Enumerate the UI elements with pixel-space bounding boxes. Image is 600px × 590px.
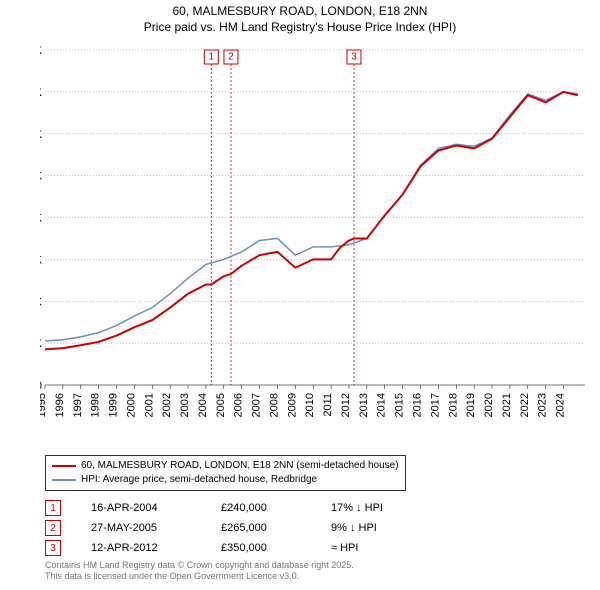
- event-row: 3 12-APR-2012£350,000≈ HPI: [45, 538, 431, 558]
- x-tick-label: 2014: [376, 393, 388, 417]
- x-tick-label: 2009: [286, 393, 298, 417]
- event-marker-label: 2: [228, 52, 234, 63]
- x-tick-label: 1997: [72, 393, 84, 417]
- x-tick-label: 2005: [215, 393, 227, 417]
- x-tick-label: 2020: [483, 393, 495, 417]
- attribution-line-1: Contains HM Land Registry data © Crown c…: [45, 560, 354, 571]
- x-tick-label: 2024: [555, 393, 567, 417]
- x-tick-label: 2023: [537, 393, 549, 417]
- x-tick-label: 1998: [90, 393, 102, 417]
- title-line-2: Price paid vs. HM Land Registry's House …: [0, 20, 600, 36]
- y-tick-label: £100K: [40, 338, 43, 350]
- attribution: Contains HM Land Registry data © Crown c…: [45, 560, 354, 583]
- x-tick-label: 1996: [54, 393, 66, 417]
- event-number: 2: [45, 520, 61, 536]
- event-marker-label: 3: [351, 52, 357, 63]
- event-diff: 9% ↓ HPI: [331, 522, 431, 534]
- x-tick-label: 2002: [161, 393, 173, 417]
- y-tick-label: £800K: [40, 45, 43, 57]
- event-price: £265,000: [221, 522, 331, 534]
- legend-swatch: [52, 479, 76, 481]
- chart-container: 60, MALMESBURY ROAD, LONDON, E18 2NN Pri…: [0, 0, 600, 590]
- x-tick-label: 2003: [179, 393, 191, 417]
- x-tick-label: 2012: [340, 393, 352, 417]
- title-block: 60, MALMESBURY ROAD, LONDON, E18 2NN Pri…: [0, 0, 600, 35]
- y-tick-label: £300K: [40, 254, 43, 266]
- title-line-1: 60, MALMESBURY ROAD, LONDON, E18 2NN: [0, 4, 600, 20]
- event-marker-label: 1: [209, 52, 215, 63]
- chart-area: £0 £100K £200K £300K £400K £500K £600K £700K £80…: [40, 40, 588, 420]
- y-tick-label: £400K: [40, 213, 43, 225]
- x-tick-label: 2019: [465, 393, 477, 417]
- event-price: £240,000: [221, 502, 331, 514]
- x-tick-label: 1995: [40, 393, 48, 417]
- event-row: 2 27-MAY-2005£265,0009% ↓ HPI: [45, 518, 431, 538]
- x-tick-label: 2018: [447, 393, 459, 417]
- y-tick-label: £600K: [40, 129, 43, 141]
- legend-label: 60, MALMESBURY ROAD, LONDON, E18 2NN (se…: [81, 459, 399, 473]
- event-diff: 17% ↓ HPI: [331, 502, 431, 514]
- x-tick-label: 2022: [519, 393, 531, 417]
- x-tick-label: 2007: [251, 393, 263, 417]
- x-tick-label: 2015: [394, 393, 406, 417]
- series-line: [45, 92, 578, 341]
- y-tick-label: £0: [40, 380, 42, 392]
- x-tick-label: 2010: [304, 393, 316, 417]
- event-number: 3: [45, 540, 61, 556]
- attribution-line-2: This data is licensed under the Open Gov…: [45, 571, 354, 582]
- y-tick-label: £200K: [40, 296, 43, 308]
- x-tick-label: 2017: [429, 393, 441, 417]
- x-tick-label: 2013: [358, 393, 370, 417]
- series-line: [45, 92, 578, 350]
- event-number: 1: [45, 500, 61, 516]
- y-tick-label: £700K: [40, 87, 43, 99]
- event-price: £350,000: [221, 542, 331, 554]
- x-tick-label: 2001: [143, 393, 155, 417]
- x-tick-label: 2004: [197, 393, 209, 417]
- event-date: 12-APR-2012: [91, 542, 221, 554]
- event-date: 27-MAY-2005: [91, 522, 221, 534]
- x-tick-label: 2006: [233, 393, 245, 417]
- x-tick-label: 2008: [268, 393, 280, 417]
- events-table: 1 16-APR-2004£240,00017% ↓ HPI 2 27-MAY-200…: [45, 498, 431, 558]
- legend-row: 60, MALMESBURY ROAD, LONDON, E18 2NN (se…: [52, 459, 399, 473]
- legend-swatch: [52, 465, 76, 467]
- x-tick-label: 2016: [411, 393, 423, 417]
- x-tick-label: 2021: [501, 393, 513, 417]
- event-date: 16-APR-2004: [91, 502, 221, 514]
- chart-svg: £0 £100K £200K £300K £400K £500K £600K £700K £80…: [40, 40, 588, 450]
- y-tick-label: £500K: [40, 171, 43, 183]
- legend: 60, MALMESBURY ROAD, LONDON, E18 2NN (se…: [45, 455, 406, 491]
- event-diff: ≈ HPI: [331, 542, 431, 554]
- event-row: 1 16-APR-2004£240,00017% ↓ HPI: [45, 498, 431, 518]
- legend-row: HPI: Average price, semi-detached house,…: [52, 473, 399, 487]
- legend-label: HPI: Average price, semi-detached house,…: [81, 473, 317, 487]
- x-tick-label: 2000: [125, 393, 137, 417]
- x-tick-label: 1999: [108, 393, 120, 417]
- x-tick-label: 2011: [322, 393, 334, 417]
